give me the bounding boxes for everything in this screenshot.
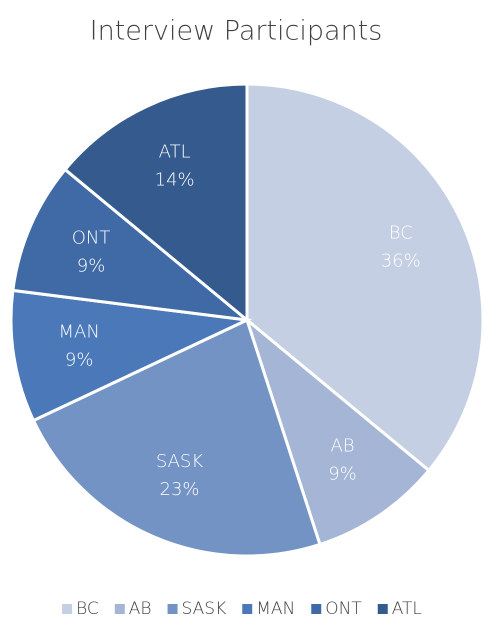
slice-label: SASK (156, 451, 203, 472)
pie-slice (245, 82, 484, 473)
legend-label: AB (129, 599, 152, 619)
legend-swatch (311, 604, 322, 614)
pie-slice (63, 82, 249, 324)
slice-value: 36% (381, 251, 421, 272)
pie-slice (31, 317, 322, 558)
legend-label: ATL (392, 599, 422, 619)
legend-swatch (167, 604, 178, 614)
pie-slice (11, 167, 252, 323)
legend-swatch (377, 604, 388, 614)
legend-label: BC (76, 599, 99, 619)
slice-value: 14% (155, 169, 195, 190)
legend-label: MAN (256, 599, 295, 619)
slice-label: BC (389, 223, 413, 244)
slice-label: ONT (72, 228, 111, 249)
legend-label: SASK (182, 599, 227, 619)
legend-swatch (242, 604, 253, 614)
legend-swatch (62, 604, 73, 614)
legend-swatch (114, 604, 125, 614)
slice-value: 23% (160, 479, 200, 500)
slice-value: 9% (65, 350, 94, 371)
slice-value: 9% (77, 256, 106, 277)
slice-value: 9% (328, 464, 357, 485)
slice-label: AB (330, 436, 354, 457)
slice-label: MAN (59, 322, 100, 343)
chart-title: Interview Participants (90, 16, 383, 47)
pie-slice (243, 315, 431, 547)
slice-label: ATL (159, 141, 191, 162)
pie-slice (9, 288, 253, 423)
legend-label: ONT (325, 599, 362, 619)
